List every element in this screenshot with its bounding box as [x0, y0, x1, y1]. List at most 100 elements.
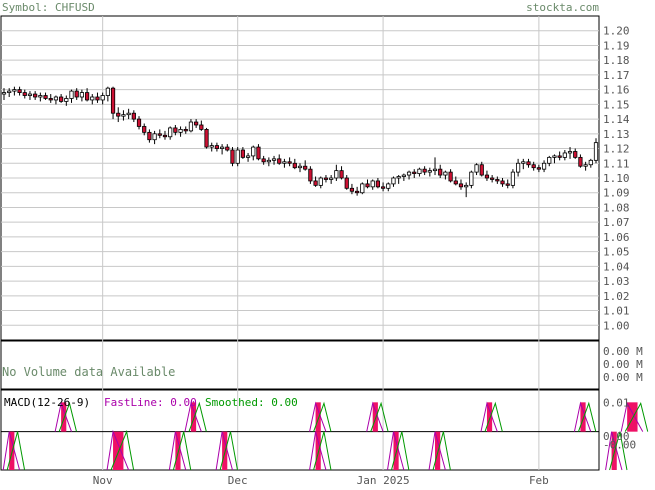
candle: [240, 147, 245, 159]
price-tick-label: 1.00: [603, 319, 630, 332]
smoothed-segment: [313, 431, 332, 471]
fastline-segment: [184, 401, 202, 432]
candle-body: [173, 127, 178, 133]
candle-body: [43, 95, 48, 99]
price-tick-label: 1.07: [603, 216, 630, 229]
month-label: Feb: [529, 474, 549, 486]
candle-body: [490, 177, 495, 180]
candle-body: [557, 155, 562, 158]
candle: [536, 164, 541, 173]
macd-histogram-bar: [175, 431, 181, 470]
macd-tick-label: -0.00: [603, 439, 636, 452]
candle-body: [412, 171, 417, 174]
candle-body: [453, 180, 458, 185]
candle-body: [27, 93, 33, 96]
candle-body: [131, 112, 136, 120]
candle: [323, 175, 329, 183]
candle: [152, 130, 157, 145]
candle: [303, 160, 308, 171]
price-tick-label: 1.03: [603, 275, 630, 288]
candle-body: [220, 146, 225, 149]
candle-body: [484, 174, 490, 179]
price-tick-label: 1.12: [603, 143, 630, 156]
candle: [427, 167, 432, 177]
candle: [287, 157, 292, 167]
candle-body: [567, 151, 573, 154]
candle: [251, 145, 256, 161]
price-tick-label: 1.06: [603, 231, 630, 244]
candle-body: [573, 151, 578, 158]
candle: [110, 86, 116, 120]
candle-body: [593, 142, 599, 161]
candle-body: [406, 171, 412, 176]
candle-body: [448, 171, 453, 182]
candle-body: [521, 161, 526, 164]
candle-body: [235, 149, 240, 164]
month-label: Nov: [93, 474, 113, 486]
candle-body: [380, 186, 386, 189]
candle: [214, 142, 220, 152]
fastline-segment: [428, 431, 446, 471]
candle: [313, 176, 318, 187]
candles: [1, 86, 599, 198]
candle: [541, 160, 547, 173]
candle: [225, 144, 230, 152]
macd-histogram-bar: [113, 431, 124, 470]
candle: [271, 155, 277, 165]
smoothed-segment: [172, 431, 192, 471]
candle-body: [329, 177, 334, 180]
candle-body: [178, 128, 183, 133]
candle-body: [427, 170, 432, 173]
candle-body: [261, 158, 266, 163]
candle: [484, 170, 490, 181]
macd-lines: [2, 401, 649, 471]
candle: [432, 157, 438, 176]
candle: [121, 110, 126, 121]
candle-body: [432, 168, 438, 172]
candle: [516, 158, 521, 177]
candle: [495, 176, 500, 184]
candle: [199, 120, 204, 131]
price-tick-label: 1.16: [603, 84, 630, 97]
fastline-segment: [168, 431, 187, 471]
candle-body: [199, 124, 204, 130]
candle: [578, 154, 583, 168]
fastline-segment: [309, 401, 327, 432]
candle: [401, 173, 406, 181]
candle-body: [287, 161, 292, 164]
candle: [297, 163, 303, 173]
candle: [464, 182, 469, 198]
candle: [230, 147, 235, 167]
candle: [547, 155, 552, 167]
candle: [266, 157, 271, 167]
candle-body: [396, 176, 401, 179]
fastline-segment: [215, 431, 233, 471]
candle-body: [17, 89, 22, 93]
fastline-segment: [2, 431, 21, 471]
candle: [64, 95, 69, 106]
candle-body: [318, 177, 323, 186]
candle-body: [188, 121, 194, 132]
candle: [422, 166, 427, 176]
candle: [329, 175, 334, 184]
price-tick-label: 1.02: [603, 290, 630, 303]
candle-body: [64, 98, 69, 102]
candle-body: [157, 133, 162, 136]
candle-body: [266, 159, 271, 163]
candle-body: [142, 126, 147, 133]
candle: [500, 178, 505, 187]
candle: [74, 88, 79, 100]
candle-body: [59, 96, 64, 102]
candle: [220, 144, 225, 155]
candle-body: [230, 149, 235, 164]
no-volume-label: No Volume data Available: [2, 365, 175, 379]
macd-tick-label: 0.00: [603, 430, 630, 443]
site-label: stockta.com: [526, 1, 599, 14]
price-tick-label: 1.11: [603, 157, 630, 170]
candle: [204, 127, 209, 149]
candle-body: [100, 95, 105, 101]
candle: [209, 142, 214, 152]
candle: [95, 92, 100, 103]
candle-body: [204, 128, 209, 148]
candle: [12, 86, 17, 96]
